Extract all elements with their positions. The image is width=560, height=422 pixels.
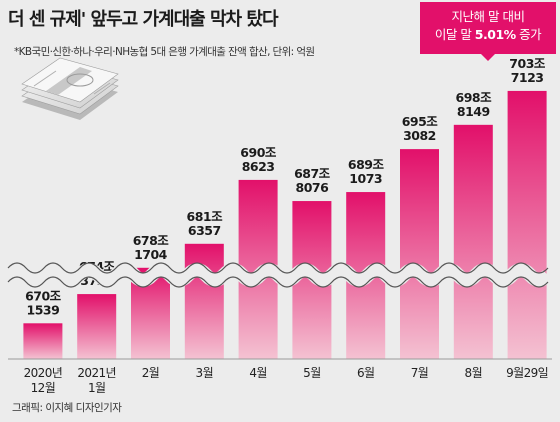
bar-value-label: 681조	[187, 209, 224, 224]
axis-break-gap	[2, 263, 554, 287]
bar-10	[507, 90, 547, 359]
callout-value: 5.01%	[474, 27, 516, 42]
bar-8	[400, 149, 439, 359]
bar-value-label: 689조	[348, 157, 385, 172]
bar-value-label: 8623	[242, 159, 275, 174]
chart-subtitle: *KB국민·신한·하나·우리·NH농협 5대 은행 가계대출 잔액 합산, 단위…	[14, 46, 315, 58]
x-tick-label: 3월	[196, 366, 213, 380]
callout-prefix: 이달 말	[434, 27, 475, 42]
bar-value-label: 703조	[509, 56, 546, 71]
x-tick-label: 2월	[142, 366, 159, 380]
bar-value-label: 695조	[402, 114, 439, 129]
bar-value-label: 687조	[294, 166, 331, 181]
money-stack-icon	[21, 57, 119, 120]
bar-2	[77, 294, 117, 359]
x-tick-label: 4월	[249, 366, 266, 380]
bar-value-label: 1704	[134, 247, 168, 262]
bar-value-label: 678조	[133, 233, 170, 248]
bar-value-label: 6357	[188, 223, 221, 238]
x-tick-label: 12월	[31, 381, 56, 395]
bar-9	[453, 124, 493, 359]
callout-line2: 이달 말 5.01% 증가	[420, 26, 556, 44]
bar-value-label: 1539	[27, 302, 60, 317]
bar-value-label: 8149	[457, 104, 490, 119]
x-tick-label: 7월	[411, 366, 428, 380]
x-tick-label: 1월	[88, 381, 105, 395]
bar-value-label: 8076	[296, 180, 330, 195]
bar-4	[184, 243, 224, 359]
bar-value-label: 7123	[511, 70, 544, 85]
bar-value-label: 698조	[456, 90, 493, 105]
callout-line1: 지난해 말 대비	[451, 9, 525, 24]
axis-break	[2, 262, 554, 288]
x-tick-label: 8월	[465, 366, 482, 380]
chart-title: 더 센 규제' 앞두고 가계대출 막차 탔다	[8, 9, 279, 30]
x-tick-label: 2021년	[77, 366, 116, 380]
callout-suffix: 증가	[515, 27, 542, 42]
bar-value-label: 690조	[240, 145, 277, 160]
x-tick-label: 6월	[357, 366, 374, 380]
axis-break-line-top	[7, 262, 549, 274]
x-tick-label: 9월29일	[506, 366, 548, 380]
x-tick-label: 5월	[303, 366, 320, 380]
bar-value-label: 1073	[349, 171, 382, 186]
bar-value-label: 3082	[403, 128, 436, 143]
bar-value-label: 670조	[25, 288, 62, 303]
growth-callout: 지난해 말 대비 이달 말 5.01% 증가	[420, 2, 556, 61]
x-tick-label: 2020년	[24, 366, 63, 380]
axis-break-line-bottom	[7, 276, 549, 288]
graphic-credit: 그래픽: 이지혜 디자인기자	[12, 402, 122, 414]
bar-1	[23, 323, 63, 359]
